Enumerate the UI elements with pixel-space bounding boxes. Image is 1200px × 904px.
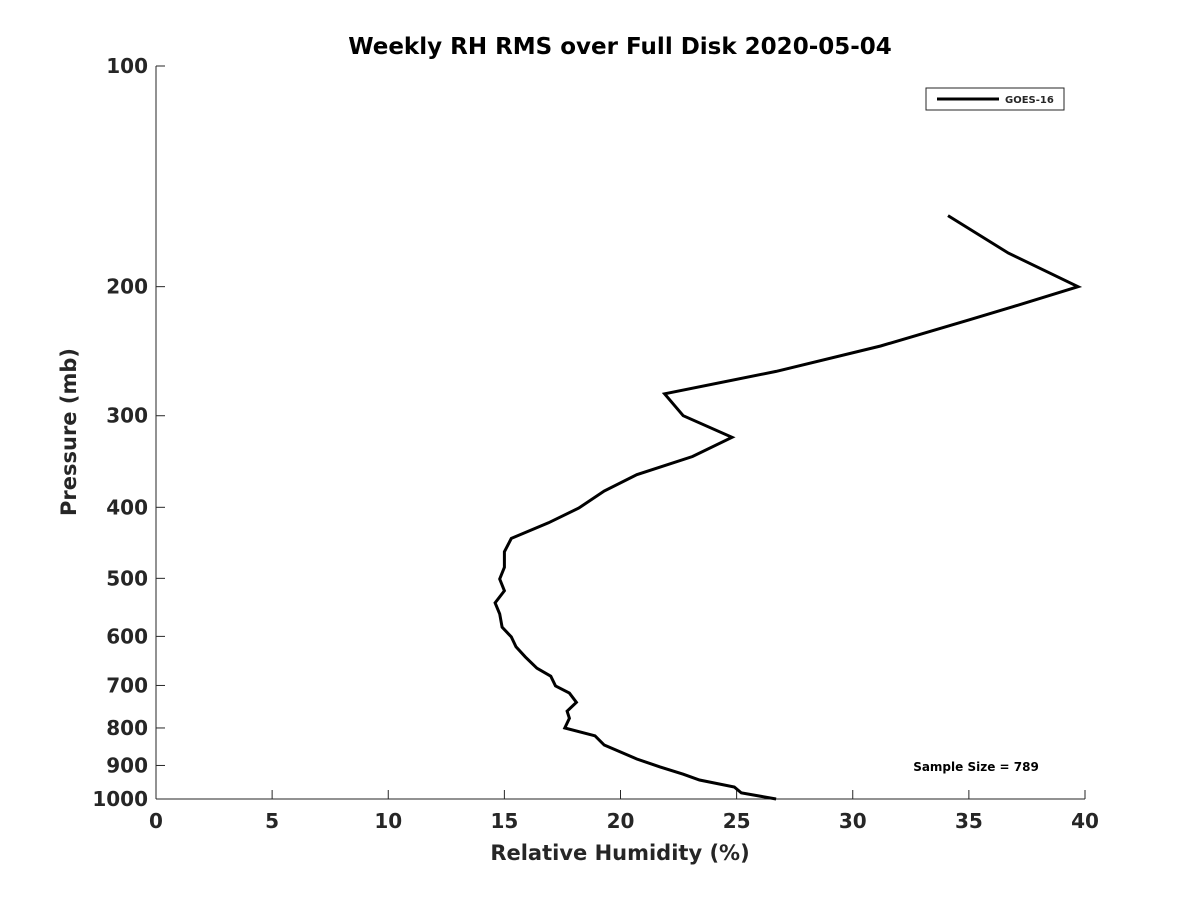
y-tick-label: 600	[106, 624, 148, 648]
x-tick-label: 25	[723, 809, 751, 833]
y-tick-label: 500	[106, 566, 148, 590]
x-tick-label: 30	[839, 809, 867, 833]
legend: GOES-16	[925, 87, 1065, 111]
y-tick-label: 1000	[92, 787, 148, 811]
y-tick-label: 200	[106, 275, 148, 299]
y-tick-label: 100	[106, 54, 148, 78]
y-tick-label: 300	[106, 404, 148, 428]
x-tick-label: 5	[265, 809, 279, 833]
y-tick-label: 400	[106, 495, 148, 519]
legend-label-goes-16: GOES-16	[1005, 95, 1054, 106]
y-tick-label: 900	[106, 753, 148, 777]
y-tick-label: 800	[106, 716, 148, 740]
x-tick-label: 20	[607, 809, 635, 833]
x-tick-label: 15	[490, 809, 518, 833]
x-axis-label: Relative Humidity (%)	[490, 841, 749, 865]
chart-title: Weekly RH RMS over Full Disk 2020-05-04	[348, 34, 892, 60]
axes	[155, 66, 1085, 800]
x-tick-label: 0	[149, 809, 163, 833]
x-tick-label: 40	[1071, 809, 1099, 833]
sample-size-annotation: Sample Size = 789	[913, 760, 1039, 774]
series-line-goes-16	[493, 214, 1083, 801]
y-axis-label: Pressure (mb)	[57, 348, 81, 516]
x-tick-label: 35	[955, 809, 983, 833]
y-tick-label: 700	[106, 673, 148, 697]
x-tick-label: 10	[374, 809, 402, 833]
